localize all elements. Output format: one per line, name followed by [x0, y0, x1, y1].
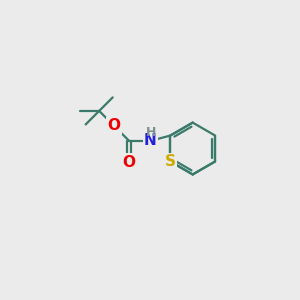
Text: H: H — [146, 126, 156, 139]
Text: N: N — [144, 134, 157, 148]
Text: S: S — [165, 154, 176, 169]
Text: O: O — [123, 154, 136, 169]
Text: O: O — [108, 118, 121, 134]
